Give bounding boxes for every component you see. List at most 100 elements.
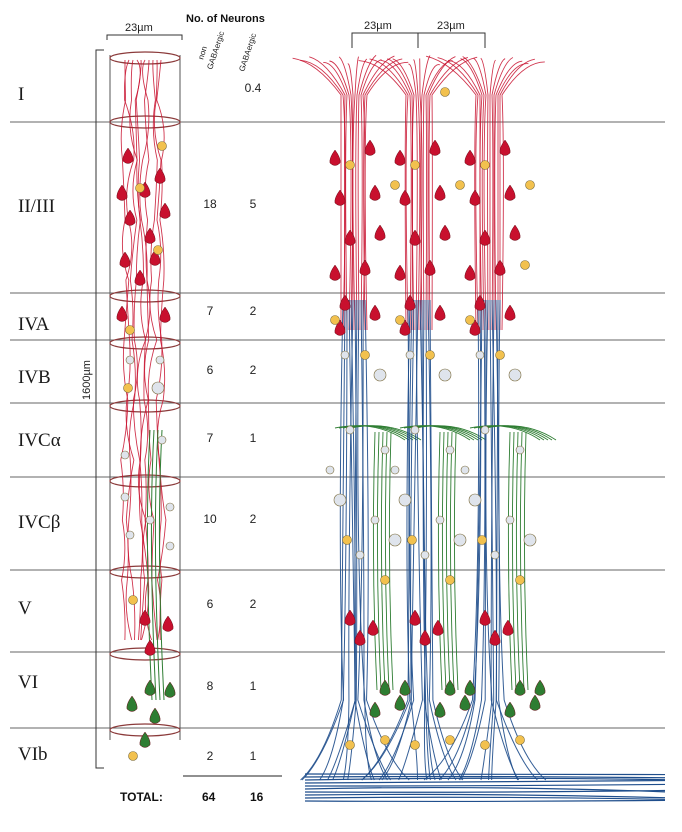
right-stellate-63 xyxy=(410,425,420,435)
right-green-cell-87 xyxy=(534,679,546,696)
right-gaba-56 xyxy=(425,350,435,360)
white-matter-fiber-3 xyxy=(304,779,666,784)
white-matter-fiber-6 xyxy=(304,789,666,793)
left-red-dendrite-3 xyxy=(132,59,143,641)
right-pyramidal-37 xyxy=(399,189,411,206)
left-green-process-2 xyxy=(154,429,161,701)
left-gaba-5 xyxy=(128,595,138,605)
right-pyramidal-70 xyxy=(464,149,476,166)
right-blue-axon-2-3 xyxy=(458,299,486,781)
left-pyramidal-11 xyxy=(159,306,171,323)
layer-labels: I II/III IVA IVB IVCα IVCβ V VI VIb xyxy=(18,84,61,765)
gaba-count-8: 1 xyxy=(250,749,257,763)
right-red-dendrite-2-8 xyxy=(491,58,506,331)
right-stellate-67 xyxy=(420,550,430,560)
right-green-process-1-3 xyxy=(411,425,483,691)
right-red-dendrite-2-0 xyxy=(426,55,477,331)
left-pyramidal-6 xyxy=(144,227,156,244)
right-stellate-33 xyxy=(388,533,402,547)
right-pyramidal-4 xyxy=(344,229,356,246)
right-red-dendrite-1-2 xyxy=(380,59,412,331)
right-green-process-2-3 xyxy=(481,425,553,691)
total-label: TOTAL: xyxy=(120,790,163,804)
right-pyramidal-76 xyxy=(464,264,476,281)
left-pyramidal-7 xyxy=(119,251,131,268)
right-red-dendrite-1-9 xyxy=(422,64,440,331)
column-width-label: 23µm xyxy=(125,22,153,34)
right-green-process-0-1 xyxy=(338,425,410,691)
right-blue-axon-0-4 xyxy=(332,299,356,781)
layer-label-2: IVA xyxy=(18,314,50,335)
right-stellate-64 xyxy=(445,445,455,455)
right-pyramidal-75 xyxy=(509,224,521,241)
gaba-count-2: 2 xyxy=(250,304,257,318)
right-pyramidal-83 xyxy=(489,629,501,646)
left-pyramidal-5 xyxy=(159,202,171,219)
depth-label: 1600µm xyxy=(81,360,93,400)
right-red-dendrite-0-4 xyxy=(329,60,352,331)
right-stellate-97 xyxy=(508,368,522,382)
right-pyramidal-71 xyxy=(499,139,511,156)
right-pyramidal-6 xyxy=(329,264,341,281)
right-gaba-91 xyxy=(495,350,505,360)
right-pyramidal-38 xyxy=(434,184,446,201)
right-blue-axon-0-9 xyxy=(360,299,388,781)
left-gaba-0 xyxy=(157,141,167,151)
non-gaba-count-5: 10 xyxy=(203,512,217,526)
right-stellate-29 xyxy=(380,445,390,455)
right-stellate-101 xyxy=(505,515,515,525)
right-gaba-59 xyxy=(410,740,420,750)
right-gaba-22 xyxy=(342,535,352,545)
white-matter-fiber-4 xyxy=(304,783,666,787)
white-matter-fiber-2 xyxy=(304,777,666,781)
left-green-cell-4 xyxy=(139,731,151,748)
right-stellate-68 xyxy=(453,533,467,547)
right-pyramidal-78 xyxy=(474,294,486,311)
gaba-count-3: 2 xyxy=(250,363,257,377)
right-pyramidal-41 xyxy=(394,264,406,281)
right-green-cell-50 xyxy=(459,694,471,711)
right-gaba-90 xyxy=(465,315,475,325)
right-gaba-25 xyxy=(380,735,390,745)
right-red-dendrite-1-6 xyxy=(413,59,421,331)
gaba-count-4: 1 xyxy=(250,431,257,445)
left-stellate-6 xyxy=(165,502,175,512)
layer-label-7: VI xyxy=(18,672,38,693)
right-blue-axon-1-10 xyxy=(427,299,457,781)
right-red-dendrite-2-11 xyxy=(497,63,529,331)
right-blue-axon-1-11 xyxy=(429,299,464,781)
right-stellate-32 xyxy=(355,550,365,560)
right-stellate-104 xyxy=(460,465,470,475)
right-pyramidal-47 xyxy=(432,619,444,636)
left-gaba-4 xyxy=(123,383,133,393)
right-pyramidal-74 xyxy=(479,229,491,246)
right-pyramidal-43 xyxy=(404,294,416,311)
right-red-dendrite-1-11 xyxy=(427,56,456,331)
right-blue-axon-1-0 xyxy=(361,299,410,781)
right-stellate-99 xyxy=(515,445,525,455)
right-red-dendrite-1-5 xyxy=(408,63,418,331)
right-pyramidal-40 xyxy=(439,224,451,241)
right-stellate-65 xyxy=(398,493,412,507)
left-pyramidal-14 xyxy=(144,639,156,656)
layer-label-5: IVCβ xyxy=(18,512,60,533)
right-green-cell-52 xyxy=(464,679,476,696)
left-gaba-1 xyxy=(135,183,145,193)
non-gaba-header-line2: GABAergic xyxy=(205,30,226,70)
non-gaba-header-line1: non xyxy=(196,45,209,60)
right-red-dendrite-2-1 xyxy=(437,57,479,331)
right-green-cell-15 xyxy=(394,694,406,711)
right-pyramidal-72 xyxy=(469,189,481,206)
layer-label-3: IVB xyxy=(18,367,51,388)
column-disc-7 xyxy=(109,647,181,661)
layer-label-0: I xyxy=(18,84,24,105)
left-stellate-0 xyxy=(125,355,135,365)
gaba-count-1: 5 xyxy=(250,197,257,211)
right-blue-axon-0-11 xyxy=(364,299,410,781)
white-matter-fiber-9 xyxy=(304,799,666,803)
right-red-dendrite-0-3 xyxy=(323,61,348,331)
right-pyramidal-73 xyxy=(504,184,516,201)
right-green-cell-14 xyxy=(379,679,391,696)
layer-label-1: II/III xyxy=(18,196,55,217)
right-gaba-89 xyxy=(525,180,535,190)
